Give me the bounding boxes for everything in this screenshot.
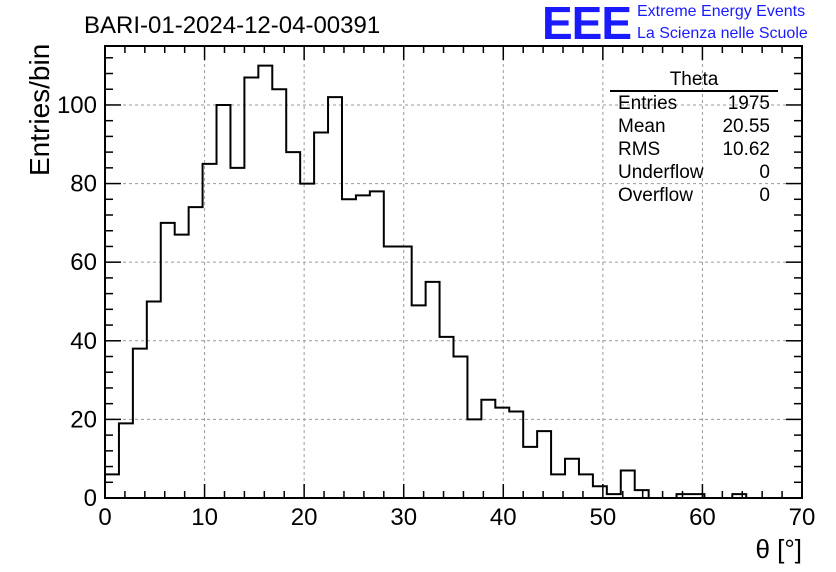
stats-label: Entries xyxy=(618,93,678,114)
stats-title: Theta xyxy=(610,70,778,92)
y-tick-label: 100 xyxy=(57,92,97,119)
histogram-outline xyxy=(104,64,802,499)
logo-line-2: La Scienza nelle Scuole xyxy=(637,25,808,42)
x-tick-label: 50 xyxy=(590,504,617,531)
x-tick-label: 10 xyxy=(191,504,218,531)
tick-labels: 0 10 20 30 40 50 60 70 0 20 40 60 80 100 xyxy=(57,92,815,531)
y-tick-label: 80 xyxy=(70,171,97,198)
stats-row: Mean 20.55 xyxy=(610,115,778,138)
x-tick-label: 40 xyxy=(490,504,517,531)
stats-label: Overflow xyxy=(618,185,693,206)
stats-box: Theta Entries 1975 Mean 20.55 RMS 10.62 Und… xyxy=(610,70,778,207)
y-tick-label: 20 xyxy=(70,406,97,433)
stats-value: 10.62 xyxy=(722,139,770,160)
x-axis-label: θ [°] xyxy=(755,534,802,564)
stats-label: RMS xyxy=(618,139,661,160)
x-tick-label: 0 xyxy=(98,504,111,531)
chart-title: BARI-01-2024-12-04-00391 xyxy=(84,12,381,39)
logo-line-1: Extreme Energy Events xyxy=(637,3,806,20)
stats-row: RMS 10.62 xyxy=(610,138,778,161)
y-tick-label: 60 xyxy=(70,249,97,276)
y-tick-label: 0 xyxy=(84,485,97,512)
x-tick-label: 20 xyxy=(291,504,318,531)
stats-value: 0 xyxy=(759,162,770,183)
y-axis-label: Entries/bin xyxy=(24,43,55,176)
stats-value: 1975 xyxy=(727,93,770,114)
stats-row: Entries 1975 xyxy=(610,92,778,115)
stats-value: 0 xyxy=(759,185,770,206)
stats-row: Underflow 0 xyxy=(610,161,778,184)
y-tick-label: 40 xyxy=(70,328,97,355)
x-tick-label: 60 xyxy=(689,504,716,531)
stats-label: Mean xyxy=(618,116,666,137)
stats-value: 20.55 xyxy=(722,116,770,137)
stats-label: Underflow xyxy=(618,162,704,183)
eee-logo: EEE xyxy=(542,0,632,49)
stats-row: Overflow 0 xyxy=(610,184,778,207)
x-tick-label: 30 xyxy=(390,504,417,531)
x-tick-label: 70 xyxy=(789,504,816,531)
plot-frame xyxy=(104,45,803,499)
